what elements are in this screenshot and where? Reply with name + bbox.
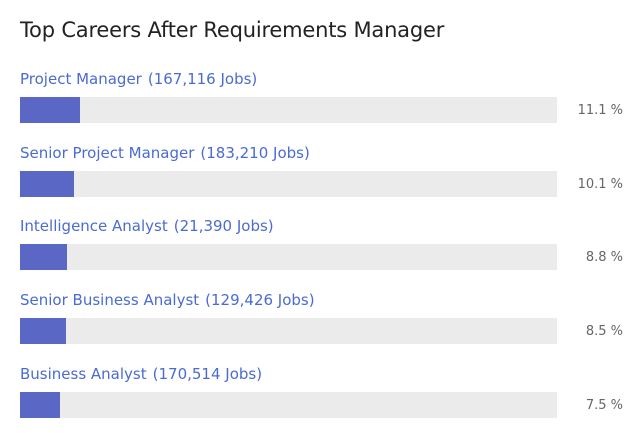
value-label-1: 11.1 % [577,103,623,118]
value-label-5: 7.5 % [585,398,623,413]
career-jobs-4: (129,426 Jobs) [205,291,315,309]
bar-track-5 [20,392,557,418]
career-row-1: Project Manager (167,116 Jobs) 11.1 % [0,70,635,130]
career-name-4: Senior Business Analyst [20,291,200,309]
bar-track-2 [20,171,557,197]
bar-3 [20,244,68,270]
bar-track-3 [20,244,557,270]
value-label-2: 10.1 % [577,177,623,192]
career-row-2: Senior Project Manager (183,210 Jobs) 10.… [0,144,635,204]
bar-track-4 [20,318,557,344]
career-jobs-5: (170,514 Jobs) [152,365,263,383]
career-jobs-1: (167,116 Jobs) [147,70,258,88]
career-row-4: Senior Business Analyst (129,426 Jobs) 8.… [0,291,635,351]
value-label-3: 8.8 % [585,250,623,265]
bar-1 [20,97,80,123]
career-link-3[interactable]: Intelligence Analyst (21,390 Jobs) [20,217,274,235]
career-jobs-3: (21,390 Jobs) [173,217,274,235]
career-jobs-2: (183,210 Jobs) [200,144,310,162]
bar-track-1 [20,97,557,123]
career-link-5[interactable]: Business Analyst (170,514 Jobs) [20,365,262,383]
career-name-5: Business Analyst [20,365,147,383]
career-name-2: Senior Project Manager [20,144,195,162]
bar-2 [20,171,75,197]
chart-title: Top Careers After Requirements Manager [20,18,445,42]
career-name-1: Project Manager [20,70,142,88]
career-name-3: Intelligence Analyst [20,217,168,235]
career-link-2[interactable]: Senior Project Manager (183,210 Jobs) [20,144,310,162]
career-link-1[interactable]: Project Manager (167,116 Jobs) [20,70,257,88]
career-row-5: Business Analyst (170,514 Jobs) 7.5 % [0,365,635,425]
value-label-4: 8.5 % [585,324,623,339]
bar-4 [20,318,66,344]
career-link-4[interactable]: Senior Business Analyst (129,426 Jobs) [20,291,315,309]
bar-5 [20,392,61,418]
career-row-3: Intelligence Analyst (21,390 Jobs) 8.8 % [0,217,635,277]
